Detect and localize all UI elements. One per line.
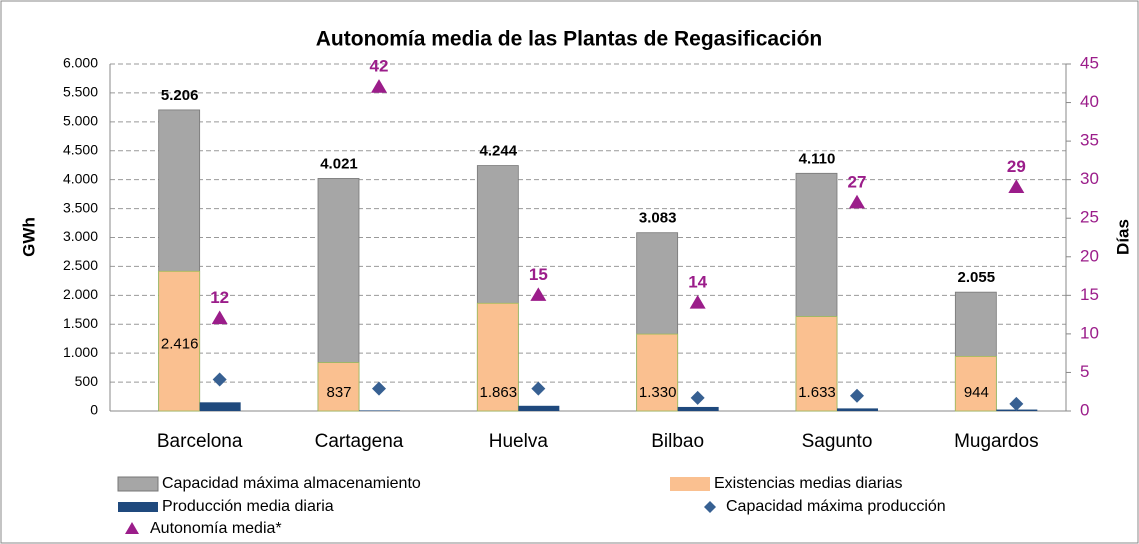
legend-label: Existencias medias diarias — [714, 475, 903, 492]
data-label: 2.416 — [161, 335, 199, 352]
y2-tick-label: 0 — [1080, 400, 1089, 419]
data-label: 837 — [326, 384, 351, 401]
triangle-marker — [849, 194, 865, 209]
legend-label: Autonomía media* — [150, 520, 282, 537]
y-tick-label: 4.000 — [63, 170, 98, 186]
y-tick-label: 0 — [90, 402, 98, 418]
data-label: 27 — [848, 172, 867, 191]
y2-tick-label: 25 — [1080, 208, 1099, 227]
y-tick-label: 4.500 — [63, 141, 98, 157]
x-tick-label: Sagunto — [802, 431, 873, 452]
bar — [476, 302, 519, 412]
data-label: 5.206 — [161, 87, 199, 104]
y-tick-label: 3.000 — [63, 228, 98, 244]
chart-title: Autonomía media de las Plantas de Regasi… — [316, 28, 822, 51]
x-tick-label: Mugardos — [954, 431, 1039, 452]
triangle-marker — [530, 287, 547, 301]
legend-label: Capacidad máxima producción — [726, 498, 946, 515]
legend-swatch — [117, 476, 159, 492]
x-tick-label: Bilbao — [651, 431, 704, 452]
data-label: 944 — [964, 384, 989, 401]
data-label: 1.863 — [480, 384, 518, 401]
data-label: 1.330 — [639, 384, 677, 401]
legend-swatch — [670, 477, 710, 491]
y2-tick-label: 35 — [1080, 131, 1099, 150]
y2-tick-label: 5 — [1080, 362, 1089, 381]
y2-tick-label: 20 — [1080, 246, 1099, 265]
bar — [795, 316, 838, 412]
data-label: 4.110 — [799, 150, 836, 167]
triangle-marker — [689, 295, 706, 309]
y2-tick-label: 40 — [1080, 92, 1099, 111]
x-tick-label: Barcelona — [157, 431, 243, 452]
y2-axis-label: Días — [1113, 219, 1132, 255]
y-tick-label: 2.500 — [63, 257, 98, 273]
bar — [636, 333, 679, 412]
diamond-marker — [531, 381, 546, 396]
data-label: 42 — [370, 57, 389, 76]
diamond-marker — [690, 390, 705, 405]
bar — [518, 405, 560, 411]
y-tick-label: 1.500 — [63, 315, 98, 331]
data-label: 15 — [529, 265, 548, 284]
bar — [954, 356, 997, 412]
y2-tick-label: 30 — [1080, 169, 1099, 188]
diamond-marker — [1009, 396, 1024, 411]
diamond-marker — [212, 372, 227, 387]
legend-label: Capacidad máxima almacenamiento — [162, 475, 421, 492]
y-tick-label: 5.500 — [63, 84, 98, 100]
x-tick-label: Huelva — [489, 431, 549, 452]
y-tick-label: 5.000 — [63, 113, 98, 129]
data-label: 1.633 — [798, 384, 836, 401]
bar — [317, 362, 360, 412]
legend-swatch — [125, 522, 139, 534]
y2-tick-label: 15 — [1080, 285, 1099, 304]
diamond-marker — [372, 381, 386, 396]
triangle-marker — [1008, 179, 1025, 193]
bar — [837, 408, 878, 411]
y-tick-label: 6.000 — [63, 55, 98, 71]
legend-swatch — [704, 501, 716, 513]
triangle-marker — [211, 310, 228, 325]
y-axis-label: GWh — [19, 217, 38, 257]
x-tick-label: Cartagena — [315, 431, 404, 452]
y2-tick-label: 10 — [1080, 323, 1099, 342]
data-label: 3.083 — [639, 210, 677, 227]
y2-tick-label: 45 — [1080, 53, 1099, 72]
y-tick-label: 3.500 — [63, 199, 98, 215]
data-label: 4.244 — [480, 143, 518, 160]
diamond-marker — [850, 388, 864, 403]
data-label: 4.021 — [320, 155, 358, 172]
triangle-marker — [371, 79, 387, 93]
bar — [158, 270, 201, 412]
data-label: 2.055 — [958, 269, 996, 286]
data-label: 14 — [688, 273, 707, 292]
bar — [359, 410, 400, 411]
legend-swatch — [118, 502, 158, 512]
y-tick-label: 2.000 — [63, 286, 98, 302]
legend-label: Producción media diaria — [162, 498, 334, 515]
y-tick-label: 500 — [75, 373, 99, 389]
data-label: 29 — [1007, 157, 1026, 176]
y-tick-label: 1.000 — [63, 344, 98, 360]
bar — [199, 402, 241, 411]
data-label: 12 — [210, 288, 229, 307]
bar — [677, 406, 719, 411]
